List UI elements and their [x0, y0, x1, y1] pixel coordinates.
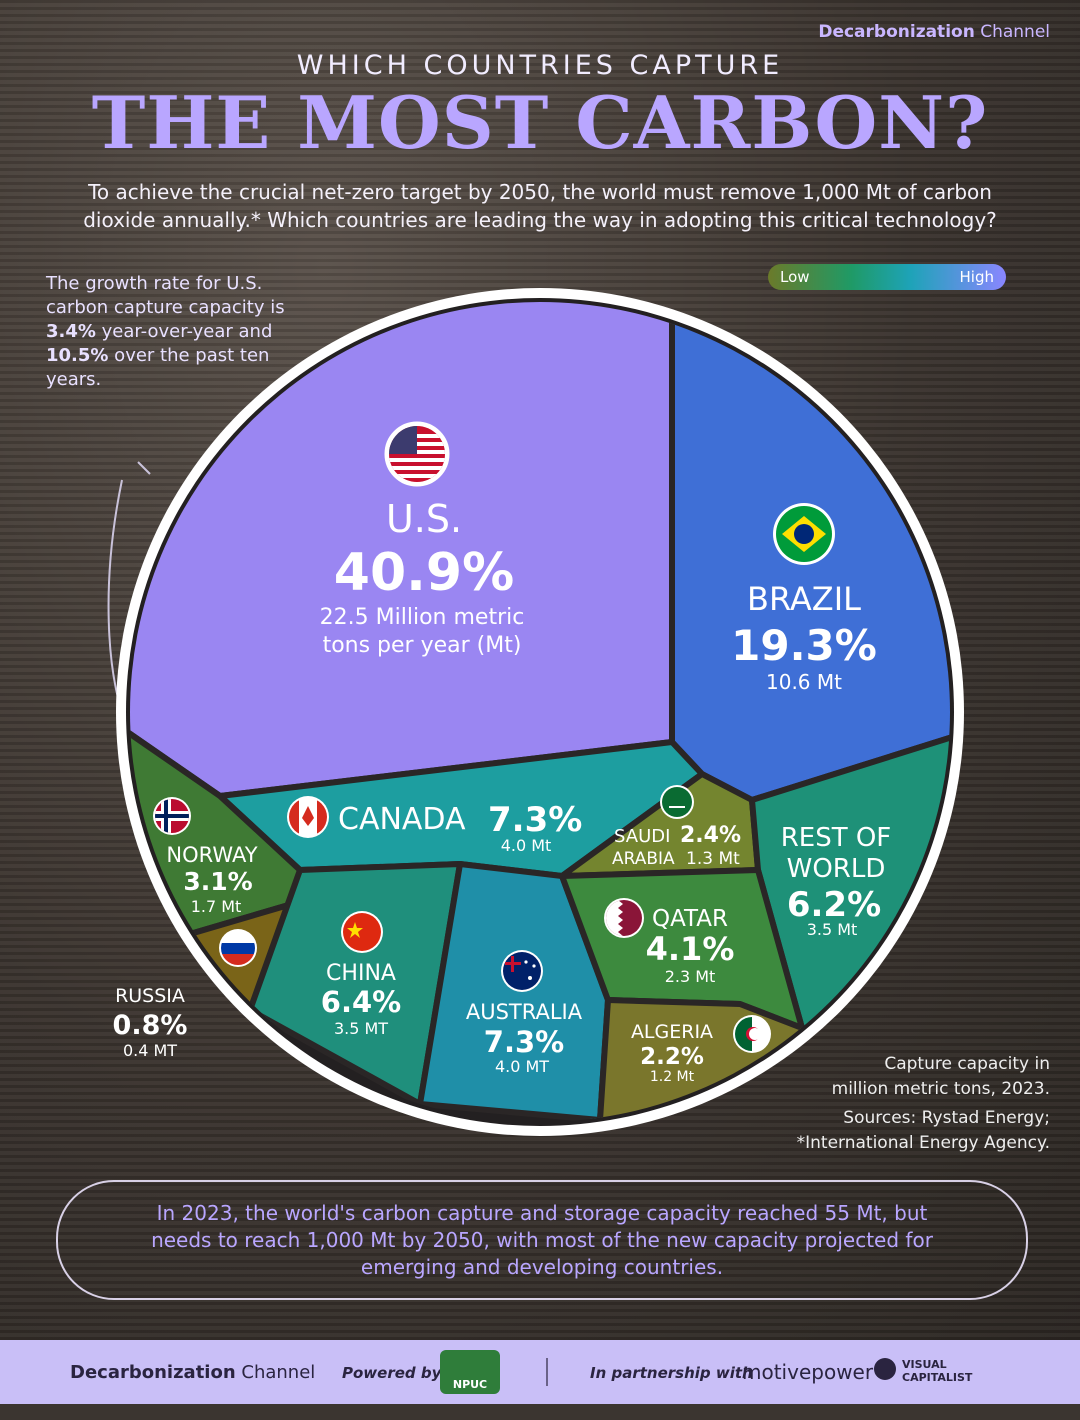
label-algeria-name: ALGERIA: [631, 1021, 713, 1043]
label-algeria-value: 1.2 Mt: [650, 1069, 695, 1085]
label-saudi-value: 1.3 Mt: [686, 849, 740, 869]
russia-flag-icon: [219, 929, 257, 967]
label-norway-name: NORWAY: [166, 843, 257, 867]
footer-divider: [546, 1358, 548, 1386]
callout-text: In 2023, the world's carbon capture and …: [151, 1200, 933, 1279]
label-australia-name: AUSTRALIA: [466, 1000, 583, 1024]
page-title: THE MOST CARBON?: [91, 80, 989, 165]
brand-logo: Decarbonization Channel: [818, 22, 1050, 42]
algeria-flag-icon: [733, 1015, 771, 1053]
label-qatar-value: 2.3 Mt: [665, 967, 716, 986]
npuc-logo: NPUC: [440, 1350, 500, 1394]
australia-flag-icon: [501, 950, 543, 992]
china-flag-icon: [341, 911, 383, 953]
label-brazil-value: 10.6 Mt: [766, 670, 842, 694]
label-china-value: 3.5 MT: [334, 1019, 388, 1038]
label-saudi-pct: 2.4%: [680, 823, 741, 848]
label-qatar-name: QATAR: [652, 906, 728, 932]
label-norway-value: 1.7 Mt: [191, 897, 242, 916]
label-brazil-name: BRAZIL: [747, 580, 861, 618]
visual-capitalist-icon: [874, 1358, 896, 1380]
qatar-flag-icon: [604, 898, 644, 938]
label-china-name: CHINA: [326, 961, 396, 986]
visual-capitalist-logo: VISUAL CAPITALIST: [902, 1358, 973, 1384]
label-row-pct: 6.2%: [787, 885, 881, 925]
label-us-name: U.S.: [386, 497, 462, 541]
saudi-flag-icon: [660, 785, 694, 819]
footer: Decarbonization Channel Powered by NPUC …: [0, 1340, 1080, 1404]
label-australia-pct: 7.3%: [484, 1025, 564, 1059]
legend-low: Low: [780, 268, 810, 286]
intro-text: To achieve the crucial net-zero target b…: [83, 180, 997, 232]
label-china-pct: 6.4%: [321, 985, 401, 1019]
footer-brand: Decarbonization Channel: [70, 1362, 316, 1383]
legend-high: High: [959, 268, 994, 286]
label-australia-value: 4.0 MT: [495, 1057, 549, 1076]
label-us-value-1: 22.5 Million metric: [320, 605, 525, 630]
label-row-value: 3.5 Mt: [807, 920, 858, 939]
source-note: Capture capacity in million metric tons,…: [796, 1054, 1050, 1153]
label-russia-pct: 0.8%: [113, 1010, 188, 1041]
label-russia-name: RUSSIA: [115, 985, 185, 1007]
label-us-value-2: tons per year (Mt): [323, 633, 522, 658]
label-saudi-name-2: ARABIA: [612, 849, 675, 869]
voronoi-chart: U.S. 40.9% 22.5 Million metric tons per …: [107, 288, 964, 1136]
callout-box: In 2023, the world's carbon capture and …: [56, 1180, 1028, 1300]
brazil-flag-icon: [773, 503, 835, 565]
norway-flag-icon: [153, 797, 191, 835]
label-us-pct: 40.9%: [334, 543, 514, 603]
label-brazil-pct: 19.3%: [731, 621, 877, 670]
color-legend: Low High: [768, 264, 1006, 290]
label-row-name-1: REST OF: [781, 823, 892, 853]
note-arrow-head: [137, 461, 151, 475]
label-row-name-2: WORLD: [787, 854, 886, 884]
motivepower-logo: motivepower: [742, 1360, 874, 1384]
label-norway-pct: 3.1%: [183, 867, 252, 896]
label-saudi-name-1: SAUDI: [614, 826, 670, 847]
us-growth-note: The growth rate for U.S. carbon capture …: [46, 273, 285, 390]
kicker: WHICH COUNTRIES CAPTURE: [296, 50, 784, 81]
footer-partnership: In partnership with: [590, 1364, 753, 1382]
footer-powered-by: Powered by: [342, 1364, 442, 1382]
label-qatar-pct: 4.1%: [646, 930, 735, 968]
label-algeria-pct: 2.2%: [640, 1044, 704, 1070]
label-canada-name: CANADA: [338, 802, 466, 837]
label-canada-pct: 7.3%: [488, 800, 582, 840]
us-flag-icon: [384, 421, 450, 487]
label-russia-value: 0.4 MT: [123, 1041, 177, 1060]
canada-flag-icon: [287, 796, 329, 838]
label-canada-value: 4.0 Mt: [501, 836, 552, 855]
